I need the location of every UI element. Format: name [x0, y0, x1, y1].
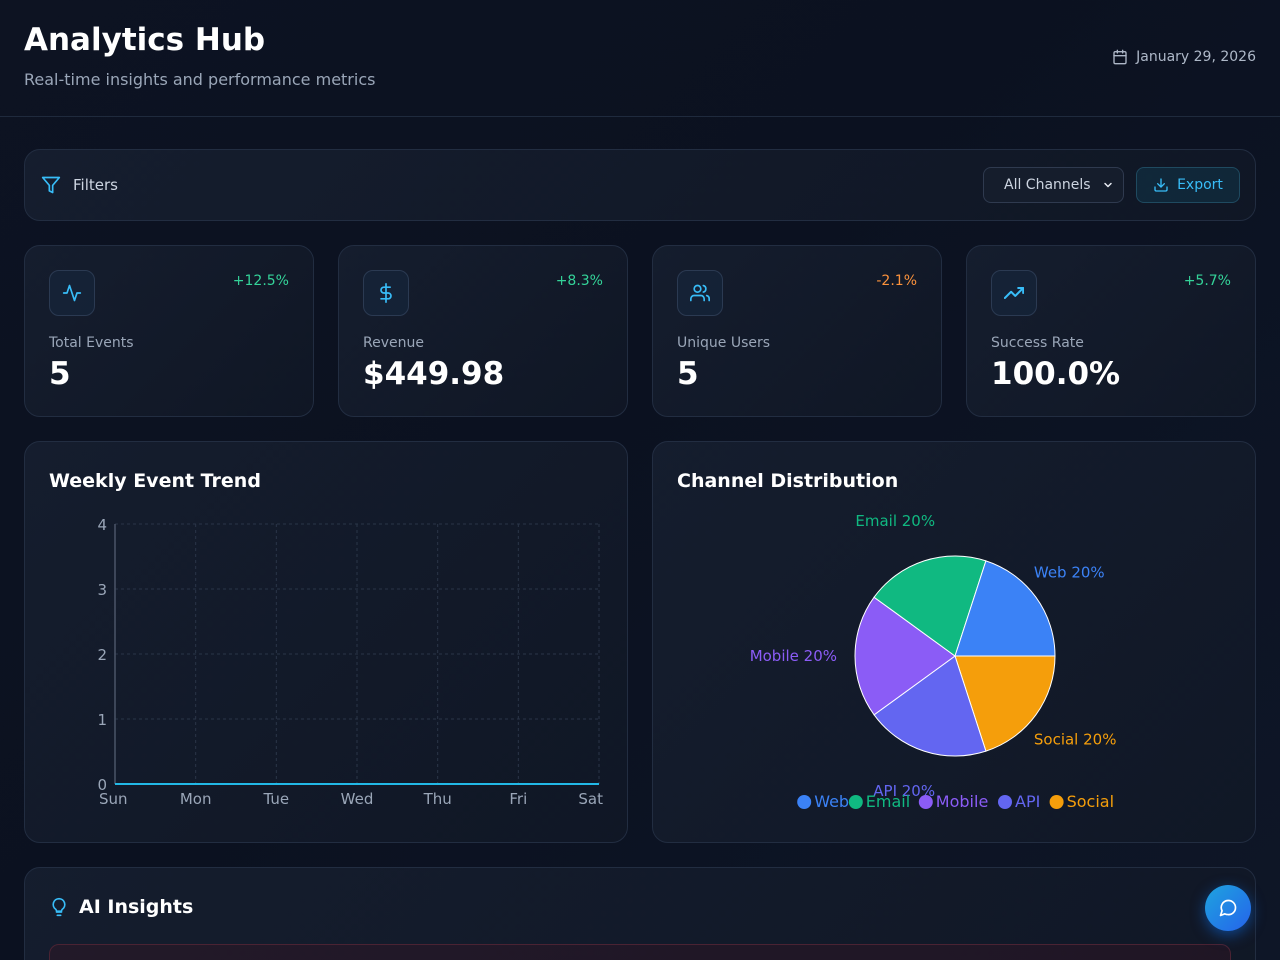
stat-change: -2.1%: [876, 273, 917, 289]
weekly-trend-panel: Weekly Event Trend 0 1 2 3 4 Sun Mon Tue Wed Thu F…: [24, 441, 628, 843]
stat-change: +5.7%: [1183, 273, 1231, 289]
download-icon: [1154, 178, 1168, 192]
stat-card-unique-users: -2.1% Unique Users 5: [652, 245, 942, 417]
stat-icon-box: [677, 270, 723, 316]
trending-up-icon: [1004, 287, 1024, 299]
legend-label-social: Social: [1067, 792, 1114, 811]
pie-slice-label: Mobile 20%: [750, 647, 837, 665]
chevron-down-icon: [1104, 182, 1112, 188]
pie-slice-social[interactable]: [954, 655, 1056, 752]
users-icon: [690, 284, 710, 302]
export-label: Export: [1177, 177, 1223, 193]
stat-label: Unique Users: [677, 335, 771, 351]
panel-title: Channel Distribution: [677, 470, 899, 492]
pie-slice-email[interactable]: [873, 555, 987, 657]
legend-label-mobile: Mobile: [936, 792, 988, 811]
page-subtitle: Real-time insights and performance metri…: [24, 70, 376, 89]
legend-label-api: API: [1015, 792, 1040, 811]
legend-label-email: Email: [866, 792, 910, 811]
x-tick-label: Thu: [423, 790, 452, 808]
stat-icon-box: [49, 270, 95, 316]
weekly-trend-chart: 0 1 2 3 4 Sun Mon Tue Wed Thu Fri Sat: [97, 516, 603, 808]
y-tick-label: 3: [97, 581, 107, 599]
chat-button[interactable]: [1205, 885, 1251, 931]
activity-icon: [62, 284, 82, 302]
filter-icon: [41, 176, 61, 194]
pie-slice-web[interactable]: [954, 560, 1056, 657]
stat-change: +8.3%: [555, 273, 603, 289]
x-tick-label: Wed: [341, 790, 374, 808]
legend-label-web: Web: [814, 792, 849, 811]
stat-value: 5: [49, 356, 71, 392]
page-title: Analytics Hub: [24, 22, 266, 58]
insight-card: [49, 944, 1231, 960]
y-tick-label: 0: [97, 776, 107, 794]
ai-insights-panel: AI Insights: [24, 867, 1256, 960]
stat-change: +12.5%: [232, 273, 289, 289]
filters-toggle[interactable]: Filters: [41, 175, 118, 195]
x-tick-label: Tue: [263, 790, 290, 808]
insights-header: AI Insights: [49, 896, 193, 918]
chat-icon: [1219, 899, 1237, 917]
stat-icon-box: [991, 270, 1037, 316]
pie-slice-label: Social 20%: [1034, 730, 1117, 748]
pie-slice-api[interactable]: [873, 655, 987, 757]
stat-icon-box: [363, 270, 409, 316]
pie-slice-label: Web 20%: [1034, 564, 1105, 582]
stat-value: $449.98: [363, 356, 505, 392]
pie-slice-label: API 20%: [873, 782, 935, 800]
page-header: Analytics Hub Real-time insights and per…: [0, 0, 1280, 117]
stat-label: Total Events: [49, 335, 134, 351]
stat-card-total-events: +12.5% Total Events 5: [24, 245, 314, 417]
stat-value: 5: [677, 356, 699, 392]
y-tick-label: 1: [97, 711, 107, 729]
y-tick-label: 4: [97, 516, 107, 534]
y-tick-label: 2: [97, 646, 107, 664]
x-tick-label: Sat: [578, 790, 603, 808]
insights-title: AI Insights: [79, 896, 194, 918]
pie-slice-mobile[interactable]: [854, 596, 956, 716]
stat-label: Success Rate: [991, 335, 1084, 351]
channel-select[interactable]: All Channels: [983, 167, 1124, 203]
stat-label: Revenue: [363, 335, 424, 351]
x-tick-label: Sun: [99, 790, 128, 808]
legend-swatch: [797, 795, 812, 809]
x-tick-label: Fri: [509, 790, 527, 808]
pie-legend: Web Email Mobile API Social: [797, 792, 1114, 811]
calendar-icon: [1113, 49, 1127, 65]
dollar-icon: [380, 283, 392, 303]
legend-swatch: [848, 795, 863, 809]
export-button[interactable]: Export: [1136, 167, 1240, 203]
filters-bar: Filters All Channels Export: [24, 149, 1256, 221]
pie-slice-label: Email 20%: [855, 512, 935, 530]
date-display: January 29, 2026: [1112, 49, 1256, 65]
panel-title: Weekly Event Trend: [49, 470, 261, 492]
filters-label: Filters: [73, 176, 118, 194]
date-text: January 29, 2026: [1136, 49, 1256, 65]
lightbulb-icon: [52, 897, 66, 917]
legend-swatch: [1049, 795, 1064, 809]
channel-select-value: All Channels: [1004, 177, 1091, 193]
stat-value: 100.0%: [991, 356, 1121, 392]
channel-distribution-chart: Social 20% API 20% Mobile 20% Email 20% Web …: [750, 512, 1117, 811]
legend-swatch: [918, 795, 933, 809]
channel-distribution-panel: Channel Distribution Social 20% API 20% Mo…: [652, 441, 1256, 843]
x-tick-label: Mon: [180, 790, 212, 808]
stat-card-revenue: +8.3% Revenue $449.98: [338, 245, 628, 417]
stat-card-success-rate: +5.7% Success Rate 100.0%: [966, 245, 1256, 417]
legend-swatch: [998, 795, 1012, 809]
